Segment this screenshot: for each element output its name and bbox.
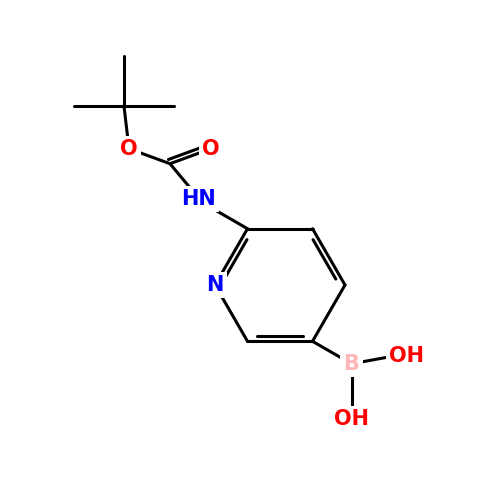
Text: OH: OH [334,409,369,429]
Text: B: B [344,354,359,374]
Text: HN: HN [181,188,216,208]
Text: OH: OH [389,346,424,366]
Text: O: O [202,138,220,158]
Text: N: N [206,275,224,295]
Text: O: O [120,138,138,158]
